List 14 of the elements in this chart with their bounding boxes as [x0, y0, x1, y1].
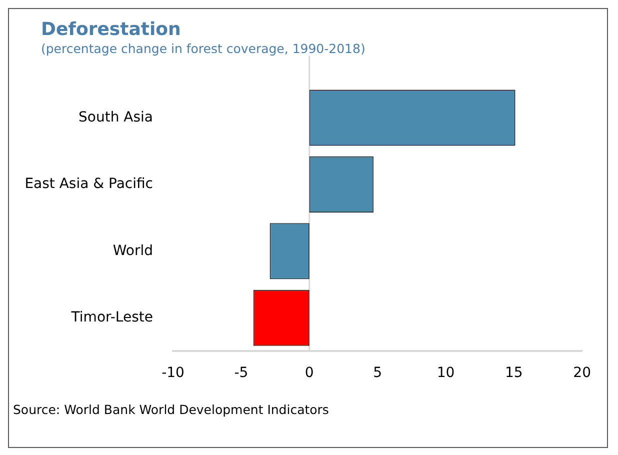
y-tick-label: East Asia & Pacific — [24, 176, 153, 192]
source-note: Source: World Bank World Development Indicators — [12, 401, 330, 417]
x-tick-label: -10 — [162, 365, 184, 382]
chart-title: Deforestation — [41, 19, 182, 40]
x-tick-label: 0 — [304, 365, 314, 382]
x-tick-label: 10 — [436, 365, 455, 382]
y-tick-label: World — [112, 242, 153, 259]
x-tick-label: 15 — [504, 365, 523, 382]
x-tick-label: 20 — [573, 365, 592, 382]
chart-subtitle: (percentage change in forest coverage, 1990-2018) — [41, 41, 366, 56]
x-tick-label: -5 — [234, 365, 248, 382]
y-tick-label: Timor-Leste — [70, 309, 153, 326]
y-tick-label: South Asia — [78, 109, 153, 126]
x-tick-label: 5 — [373, 365, 382, 382]
